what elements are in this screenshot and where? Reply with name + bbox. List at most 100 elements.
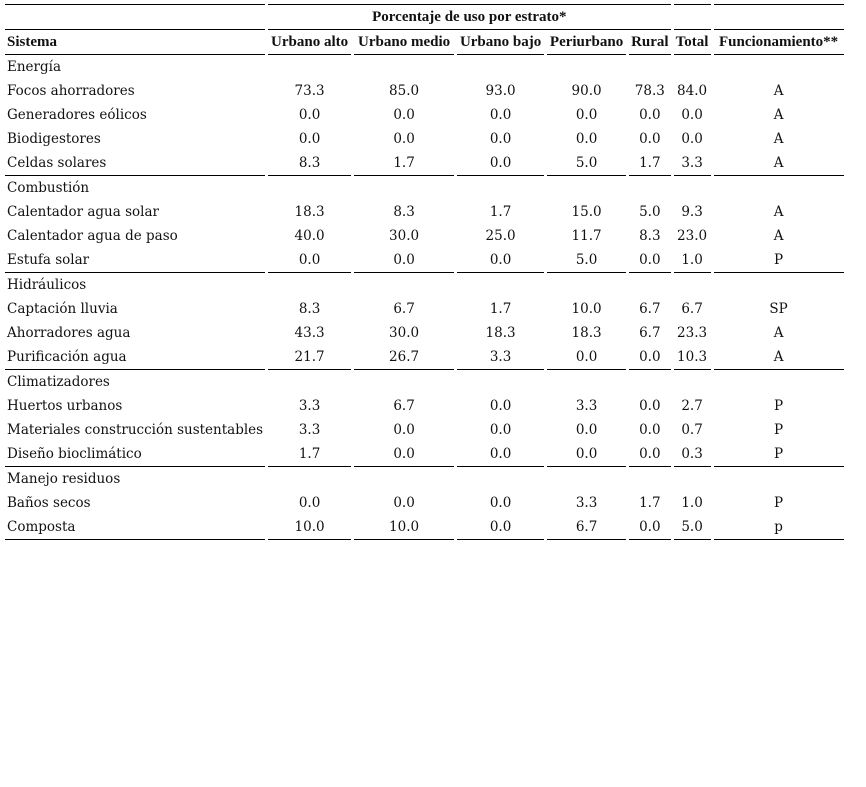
cell: 1.0 bbox=[673, 248, 711, 273]
data-row: Biodigestores 0.0 0.0 0.0 0.0 0.0 0.0 A bbox=[5, 127, 844, 151]
section-title: Combustión bbox=[7, 180, 90, 196]
cell: 3.3 bbox=[673, 151, 711, 176]
cell: 0.0 bbox=[575, 131, 598, 147]
row-label: Celdas solares bbox=[5, 151, 266, 176]
cell: 0.0 bbox=[457, 442, 545, 467]
cell: 0.3 bbox=[673, 442, 711, 467]
cell: 0.0 bbox=[639, 107, 661, 123]
column-header: Urbano bajo bbox=[457, 30, 545, 55]
cell: 2.7 bbox=[681, 398, 703, 414]
cell: 0.0 bbox=[639, 398, 661, 414]
cell: 6.7 bbox=[393, 301, 415, 317]
cell: 0.0 bbox=[575, 107, 598, 123]
cell: 18.3 bbox=[571, 325, 602, 341]
cell: 3.3 bbox=[457, 345, 545, 370]
cell: 18.3 bbox=[294, 204, 325, 220]
table: Porcentaje de uso por estrato* Sistema Urb… bbox=[2, 4, 847, 540]
cell: 6.7 bbox=[393, 398, 415, 414]
row-label: Calentador agua solar bbox=[7, 204, 159, 220]
cell: 0.0 bbox=[393, 131, 415, 147]
data-row: Purificación agua 21.7 26.7 3.3 0.0 0.0 10.3 A bbox=[5, 345, 844, 370]
cell: 26.7 bbox=[354, 345, 455, 370]
cell: 1.7 bbox=[268, 442, 352, 467]
data-row: Captación lluvia 8.3 6.7 1.7 10.0 6.7 6.7 SP bbox=[5, 297, 844, 321]
cell: 0.0 bbox=[489, 107, 512, 123]
data-row: Composta 10.0 10.0 0.0 6.7 0.0 5.0 p bbox=[5, 515, 844, 540]
cell: 0.0 bbox=[354, 442, 455, 467]
cell: 3.3 bbox=[298, 422, 321, 438]
header-row: Porcentaje de uso por estrato* bbox=[5, 4, 844, 30]
section-title: Manejo residuos bbox=[7, 471, 121, 487]
row-label: Estufa solar bbox=[5, 248, 266, 273]
cell: 8.3 bbox=[268, 151, 352, 176]
cell: 0.0 bbox=[639, 422, 661, 438]
header-cell bbox=[5, 4, 266, 30]
row-label: Purificación agua bbox=[5, 345, 266, 370]
data-row: Huertos urbanos 3.3 6.7 0.0 3.3 0.0 2.7 P bbox=[5, 394, 844, 418]
cell: 8.3 bbox=[298, 301, 321, 317]
cell: A bbox=[773, 228, 784, 244]
row-label: Materiales construcción sustentables bbox=[7, 422, 264, 438]
cell: 11.7 bbox=[571, 228, 602, 244]
cell: 0.0 bbox=[547, 345, 627, 370]
cell: 0.0 bbox=[489, 131, 512, 147]
data-row: Generadores eólicos 0.0 0.0 0.0 0.0 0.0 0.0 A bbox=[5, 103, 844, 127]
cell: A bbox=[773, 107, 784, 123]
cell: 0.0 bbox=[489, 398, 512, 414]
section-title: Energía bbox=[7, 59, 61, 75]
cell: 0.0 bbox=[681, 107, 703, 123]
data-row: Diseño bioclimático 1.7 0.0 0.0 0.0 0.0 0.3 P bbox=[5, 442, 844, 467]
cell: 43.3 bbox=[294, 325, 325, 341]
data-row: Celdas solares 8.3 1.7 0.0 5.0 1.7 3.3 A bbox=[5, 151, 844, 176]
cell: 73.3 bbox=[294, 83, 325, 99]
cell: 8.3 bbox=[639, 228, 661, 244]
data-row: Focos ahorradores 73.3 85.0 93.0 90.0 78.3 84.… bbox=[5, 79, 844, 103]
cell: A bbox=[773, 325, 784, 341]
cell: 25.0 bbox=[485, 228, 516, 244]
cell: 40.0 bbox=[294, 228, 325, 244]
cell: 84.0 bbox=[677, 83, 708, 99]
row-label: Huertos urbanos bbox=[7, 398, 123, 414]
cell: 5.0 bbox=[547, 248, 627, 273]
cell: 3.3 bbox=[575, 398, 598, 414]
header-cell bbox=[713, 4, 844, 30]
cell: 18.3 bbox=[485, 325, 516, 341]
cell: 5.0 bbox=[673, 515, 711, 540]
cell: 0.0 bbox=[629, 515, 671, 540]
header-row: Sistema Urbano alto Urbano medio Urbano baj… bbox=[5, 30, 844, 55]
row-label: Biodigestores bbox=[7, 131, 101, 147]
cell: 0.0 bbox=[629, 442, 671, 467]
row-label: Diseño bioclimático bbox=[5, 442, 266, 467]
cell: SP bbox=[769, 301, 788, 317]
cell: 1.7 bbox=[489, 301, 512, 317]
data-row: Calentador agua de paso 40.0 30.0 25.0 11.7 8… bbox=[5, 224, 844, 248]
cell: 9.3 bbox=[681, 204, 703, 220]
cell: 6.7 bbox=[547, 515, 627, 540]
cell: 78.3 bbox=[634, 83, 665, 99]
cell: 30.0 bbox=[389, 228, 420, 244]
cell: 6.7 bbox=[639, 301, 661, 317]
section-title: Hidráulicos bbox=[7, 277, 87, 293]
cell: 23.3 bbox=[677, 325, 708, 341]
cell: A bbox=[713, 151, 844, 176]
cell: 0.0 bbox=[547, 442, 627, 467]
cell: 0.0 bbox=[457, 248, 545, 273]
data-row: Calentador agua solar 18.3 8.3 1.7 15.0 5.0 9.… bbox=[5, 200, 844, 224]
cell: 90.0 bbox=[571, 83, 602, 99]
column-header: Urbano medio bbox=[354, 30, 455, 55]
section-row: Energía bbox=[5, 55, 844, 79]
cell: 23.0 bbox=[677, 228, 708, 244]
cell: 3.3 bbox=[298, 398, 321, 414]
cell: A bbox=[773, 204, 784, 220]
cell: 3.3 bbox=[575, 495, 598, 511]
cell: A bbox=[713, 345, 844, 370]
column-header: Urbano alto bbox=[268, 30, 352, 55]
cell: 8.3 bbox=[393, 204, 415, 220]
column-header: Sistema bbox=[5, 30, 266, 55]
row-label: Calentador agua de paso bbox=[7, 228, 178, 244]
cell: 0.0 bbox=[268, 248, 352, 273]
section-row: Climatizadores bbox=[5, 370, 844, 394]
cell: P bbox=[774, 398, 784, 414]
data-row: Ahorradores agua 43.3 30.0 18.3 18.3 6.7 23.3 A bbox=[5, 321, 844, 345]
